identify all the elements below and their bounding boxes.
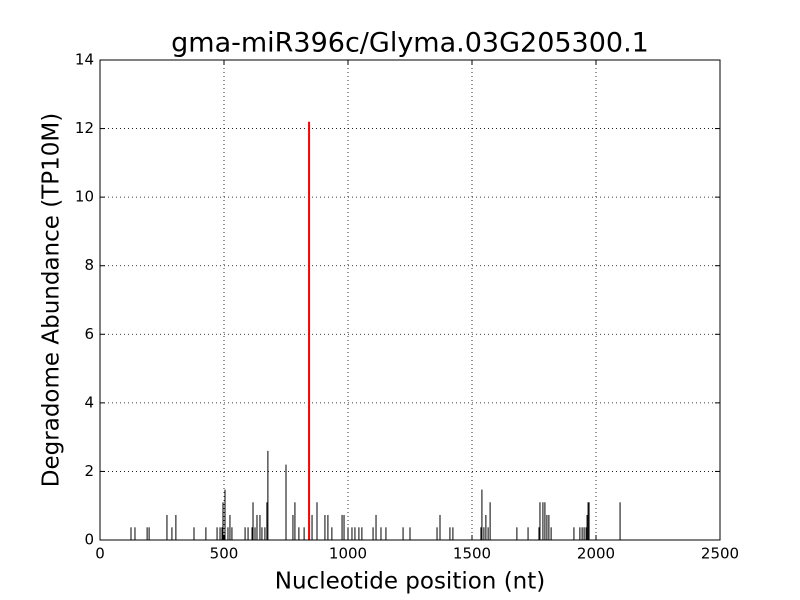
x-tick-label: 2000 [577,545,615,563]
y-tick-label: 2 [84,462,94,480]
x-axis-label: Nucleotide position (nt) [275,569,545,595]
y-tick-label: 14 [75,51,94,69]
y-tick-label: 6 [84,325,94,343]
plot-frame [99,59,721,541]
y-tick-label: 4 [84,393,94,411]
y-tick-label: 12 [75,119,94,137]
x-tick-label: 0 [95,545,105,563]
x-tick-label: 1500 [453,545,491,563]
y-tick-label: 0 [84,531,94,549]
x-tick-label: 1000 [329,545,367,563]
chart-title: gma-miR396c/Glyma.03G205300.1 [171,28,649,59]
y-tick-label: 10 [75,188,94,206]
x-tick-label: 2500 [701,545,739,563]
y-axis-label: Degradome Abundance (TP10M) [39,113,65,487]
x-tick-label: 500 [210,545,239,563]
y-tick-label: 8 [84,256,94,274]
